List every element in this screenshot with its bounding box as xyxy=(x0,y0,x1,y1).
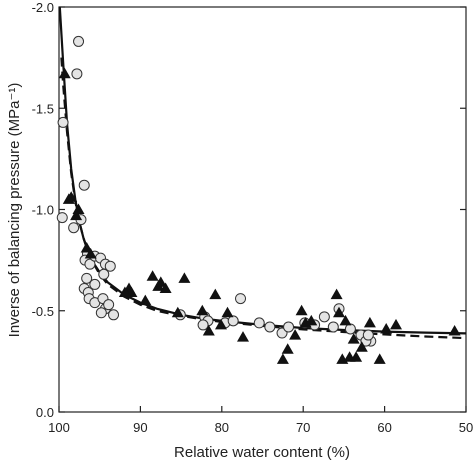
triangle-point xyxy=(62,193,75,204)
circle-point xyxy=(253,317,265,329)
triangle-point xyxy=(159,282,172,293)
fit-curve-solid xyxy=(58,6,467,335)
y-tick-label: -1.0 xyxy=(32,203,54,218)
circle-point xyxy=(235,293,247,305)
triangle-point xyxy=(373,353,386,364)
triangle-point xyxy=(84,248,97,259)
triangle-point xyxy=(215,318,227,330)
triangle-point xyxy=(171,306,184,318)
triangle-point xyxy=(281,343,294,354)
triangle-point xyxy=(154,276,167,287)
y-tick-label: -1.5 xyxy=(32,101,54,116)
circle-point xyxy=(362,329,374,341)
circle-point xyxy=(103,299,115,311)
triangle-point xyxy=(70,209,83,221)
triangle-point xyxy=(221,306,234,318)
triangle-point xyxy=(350,351,363,362)
circle-point xyxy=(84,258,96,270)
x-tick-label: 60 xyxy=(377,420,391,435)
y-tick-label: -0.5 xyxy=(32,304,54,319)
data-markers xyxy=(56,35,461,364)
circle-point xyxy=(197,319,209,331)
y-axis: 0.0 -0.5 -1.0 -1.5 -2.0 xyxy=(32,0,466,420)
plot-area-border xyxy=(58,6,467,413)
x-axis-title: Relative water content (%) xyxy=(174,444,350,461)
triangle-point xyxy=(305,314,318,326)
circle-point xyxy=(73,35,85,47)
circle-point xyxy=(108,309,120,321)
triangle-point xyxy=(355,341,368,352)
triangle-point xyxy=(72,203,85,214)
triangle-point xyxy=(289,329,302,340)
circle-point xyxy=(95,307,107,319)
circle-point xyxy=(344,323,356,335)
triangle-point xyxy=(380,323,393,334)
triangle-point xyxy=(363,316,376,328)
circle-point xyxy=(104,260,116,272)
triangle-point xyxy=(178,272,191,283)
y-tick-label: -2.0 xyxy=(32,0,54,15)
circle-point xyxy=(318,311,330,323)
triangle-point xyxy=(330,288,343,300)
x-tick-label: 90 xyxy=(133,420,147,435)
circle-point xyxy=(227,315,239,327)
circle-point xyxy=(56,212,68,224)
triangle-point xyxy=(146,270,159,281)
circle-point xyxy=(68,222,80,234)
circle-point xyxy=(71,68,83,80)
triangle-point xyxy=(333,306,345,318)
plot-frame xyxy=(58,6,467,413)
fit-curves xyxy=(58,6,467,340)
circle-point xyxy=(57,116,69,128)
circle-point xyxy=(283,321,295,333)
circle-point xyxy=(78,179,90,191)
triangle-point xyxy=(118,286,131,297)
circle-point xyxy=(89,278,101,290)
triangle-point xyxy=(209,288,222,300)
triangle-point xyxy=(58,67,71,79)
triangle-point xyxy=(139,294,152,306)
triangle-point xyxy=(448,325,461,336)
x-tick-label: 50 xyxy=(459,420,473,435)
y-axis-title: Inverse of balancing pressure (MPa⁻¹) xyxy=(6,83,23,338)
triangle-point xyxy=(276,353,289,364)
circle-point xyxy=(81,272,93,284)
x-tick-label: 100 xyxy=(48,420,70,435)
x-axis: 100 90 80 70 60 50 xyxy=(48,406,473,435)
triangle-point xyxy=(347,333,360,344)
triangle-point xyxy=(196,304,209,316)
circle-point xyxy=(327,321,339,333)
triangle-point xyxy=(295,304,308,316)
y-tick-label: 0.0 xyxy=(36,405,54,420)
triangle-point xyxy=(202,325,215,336)
triangle-point xyxy=(237,331,249,342)
x-tick-label: 80 xyxy=(215,420,229,435)
circle-point xyxy=(264,321,276,333)
x-tick-label: 70 xyxy=(296,420,310,435)
triangle-point xyxy=(339,314,352,326)
circle-point xyxy=(98,268,110,280)
triangle-point xyxy=(390,318,402,330)
